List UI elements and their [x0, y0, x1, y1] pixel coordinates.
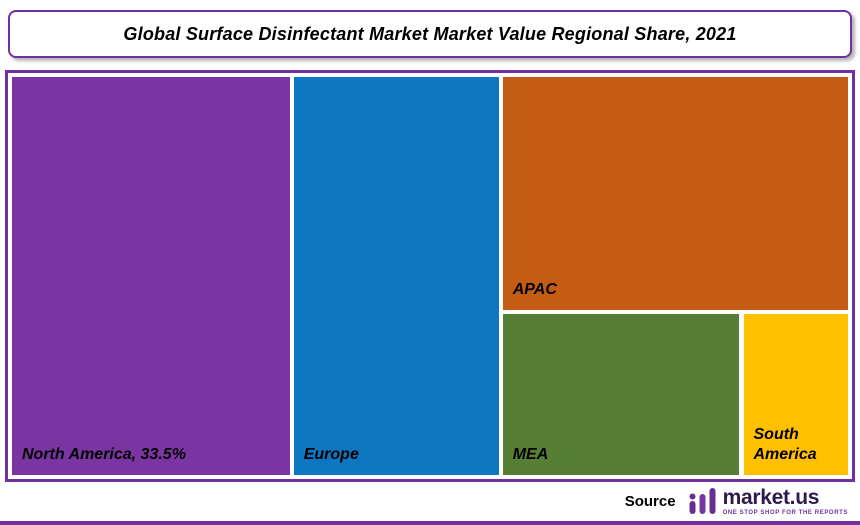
treemap-region-south-america: South America: [743, 314, 848, 475]
region-label: APAC: [512, 280, 557, 298]
region-label: South America: [753, 425, 817, 463]
treemap-region-mea: MEA: [502, 314, 740, 475]
chart-title-box: Global Surface Disinfectant Market Marke…: [8, 10, 852, 58]
marketus-logo-icon: [689, 488, 716, 514]
treemap: North America, 33.5% Europe APAC MEA South A…: [12, 77, 848, 475]
source-label: Source: [624, 492, 676, 510]
bottom-accent-rule: [0, 521, 860, 525]
region-label: MEA: [512, 445, 549, 463]
treemap-region-north-america: North America, 33.5%: [12, 77, 290, 475]
marketus-logo-text: market.us: [722, 485, 820, 509]
chart-title: Global Surface Disinfectant Market Marke…: [123, 23, 737, 44]
marketus-logo-tagline: ONE STOP SHOP FOR THE REPORTS: [722, 509, 848, 516]
region-label: North America, 33.5%: [22, 446, 186, 463]
treemap-region-apac: APAC: [502, 77, 848, 310]
marketus-logo-text-wrap: market.us ONE STOP SHOP FOR THE REPORTS: [723, 487, 848, 516]
treemap-region-europe: Europe: [293, 77, 499, 475]
treemap-frame: North America, 33.5% Europe APAC MEA South A…: [5, 70, 855, 482]
region-label: Europe: [303, 446, 359, 463]
source-attribution: Source market.us ONE STOP SHOP FOR THE R…: [625, 485, 848, 517]
marketus-logo: market.us ONE STOP SHOP FOR THE REPORTS: [688, 487, 848, 516]
